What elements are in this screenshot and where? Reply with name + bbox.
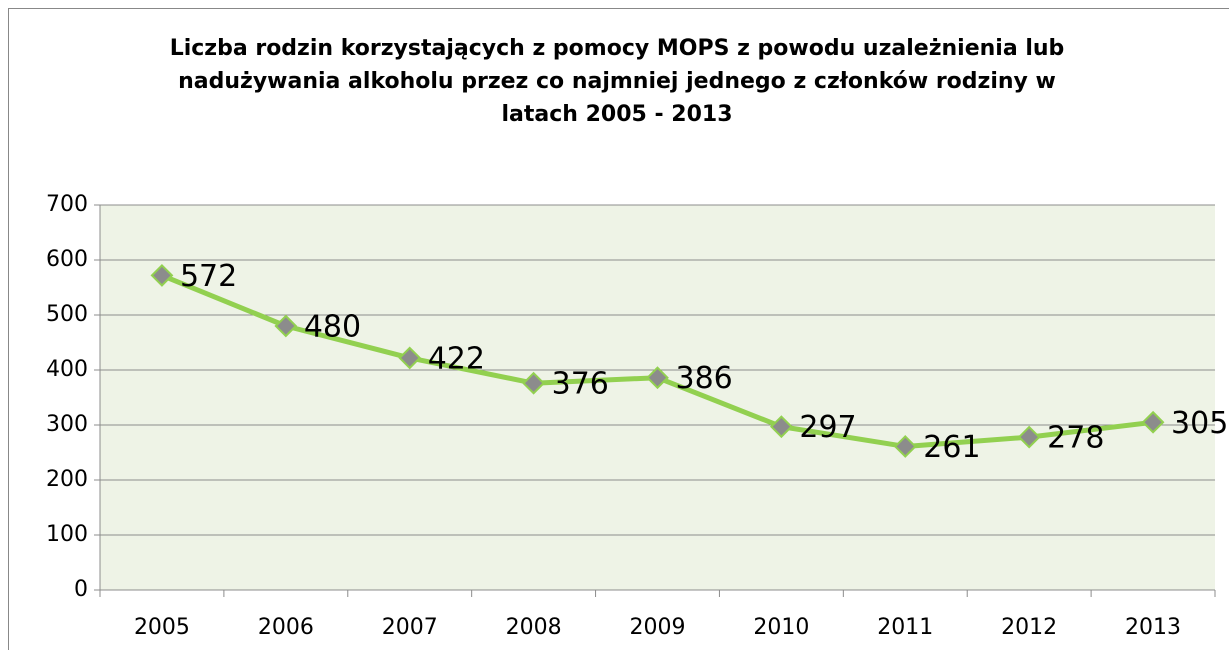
x-tick-label: 2008	[506, 615, 562, 640]
y-tick-label: 100	[46, 522, 88, 547]
data-label: 376	[552, 367, 609, 402]
marker	[1141, 410, 1165, 434]
data-label: 386	[676, 361, 733, 396]
data-label: 278	[1047, 421, 1104, 456]
marker	[274, 314, 298, 338]
x-tick-label: 2006	[258, 615, 314, 640]
data-label: 422	[428, 341, 485, 376]
marker	[522, 371, 546, 395]
data-label: 480	[304, 310, 361, 345]
marker	[150, 263, 174, 287]
y-tick-label: 500	[46, 302, 88, 327]
y-tick-label: 200	[46, 467, 88, 492]
y-tick-label: 300	[46, 412, 88, 437]
chart-title: Liczba rodzin korzystających z pomocy MO…	[169, 36, 1065, 127]
y-tick-label: 700	[46, 192, 88, 217]
data-label: 572	[180, 259, 237, 294]
x-tick-label: 2005	[134, 615, 190, 640]
x-tick-label: 2013	[1125, 615, 1181, 640]
data-label: 297	[799, 410, 856, 445]
marker	[1017, 425, 1041, 449]
x-tick-label: 2012	[1001, 615, 1057, 640]
marker	[769, 415, 793, 439]
y-tick-label: 600	[46, 247, 88, 272]
x-tick-label: 2010	[753, 615, 809, 640]
x-tick-label: 2009	[630, 615, 686, 640]
data-label: 305	[1171, 406, 1228, 441]
y-tick-label: 400	[46, 357, 88, 382]
x-tick-label: 2011	[877, 615, 933, 640]
x-tick-label: 2007	[382, 615, 438, 640]
marker	[398, 346, 422, 370]
data-label: 261	[923, 430, 980, 465]
y-tick-label: 0	[74, 577, 88, 602]
chart-border	[8, 8, 1229, 650]
plot-area	[100, 205, 1215, 590]
marker	[646, 366, 669, 390]
marker	[893, 435, 917, 458]
